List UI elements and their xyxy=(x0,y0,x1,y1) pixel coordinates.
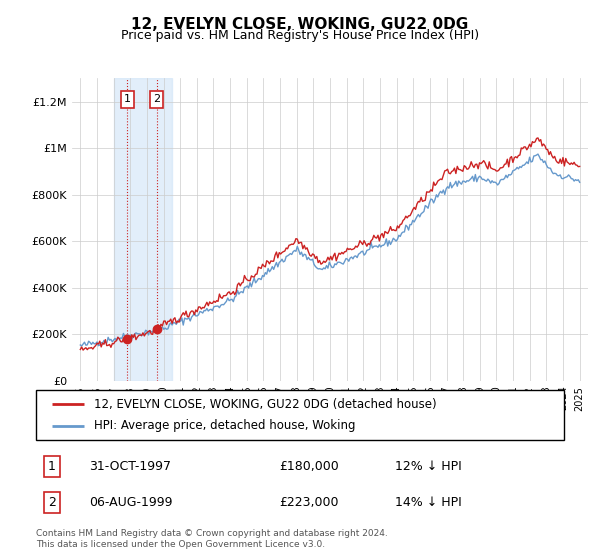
Text: Price paid vs. HM Land Registry's House Price Index (HPI): Price paid vs. HM Land Registry's House … xyxy=(121,29,479,42)
Text: HPI: Average price, detached house, Woking: HPI: Average price, detached house, Woki… xyxy=(94,419,356,432)
Text: 06-AUG-1999: 06-AUG-1999 xyxy=(89,496,172,509)
Text: 12% ↓ HPI: 12% ↓ HPI xyxy=(395,460,462,473)
Text: 1: 1 xyxy=(124,94,131,104)
Text: 12, EVELYN CLOSE, WOKING, GU22 0DG: 12, EVELYN CLOSE, WOKING, GU22 0DG xyxy=(131,17,469,32)
Text: Contains HM Land Registry data © Crown copyright and database right 2024.
This d: Contains HM Land Registry data © Crown c… xyxy=(36,529,388,549)
Text: 2: 2 xyxy=(48,496,56,509)
Bar xyxy=(113,78,172,381)
Text: £180,000: £180,000 xyxy=(279,460,338,473)
Text: 14% ↓ HPI: 14% ↓ HPI xyxy=(395,496,462,509)
Text: 1: 1 xyxy=(48,460,56,473)
FancyBboxPatch shape xyxy=(36,390,564,440)
Text: 12, EVELYN CLOSE, WOKING, GU22 0DG (detached house): 12, EVELYN CLOSE, WOKING, GU22 0DG (deta… xyxy=(94,398,437,410)
Text: £223,000: £223,000 xyxy=(279,496,338,509)
Text: 31-OCT-1997: 31-OCT-1997 xyxy=(89,460,171,473)
Text: 2: 2 xyxy=(153,94,160,104)
